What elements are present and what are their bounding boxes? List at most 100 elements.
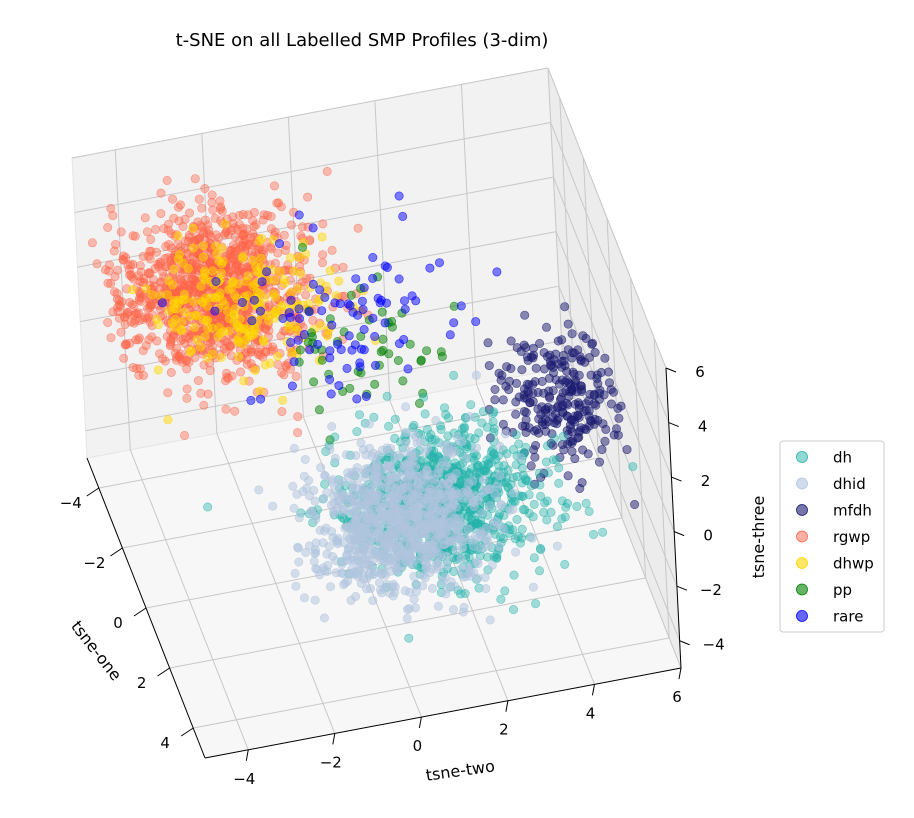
x-tick	[157, 667, 170, 677]
data-point-dhid	[400, 586, 410, 596]
data-point-rgwp	[222, 338, 232, 348]
z-tick	[673, 531, 685, 537]
data-point-dhid	[327, 527, 337, 537]
data-point-dhid	[424, 541, 434, 551]
data-point-rare	[313, 339, 323, 349]
data-point-mfdh	[511, 409, 521, 419]
data-point-mfdh	[541, 322, 551, 332]
data-point-mfdh	[609, 430, 619, 440]
data-point-rgwp	[210, 213, 220, 223]
y-tick	[418, 717, 422, 729]
y-tick	[678, 667, 682, 680]
data-point-dhwp	[173, 231, 183, 241]
data-point-dhid	[451, 545, 461, 555]
data-point-dhid	[439, 506, 449, 516]
data-point-dhid	[311, 548, 321, 558]
data-point-rare	[351, 274, 361, 284]
data-point-dhwp	[198, 315, 208, 325]
data-point-rare	[359, 324, 369, 334]
data-point-rare	[246, 395, 256, 405]
data-point-dh	[628, 462, 638, 472]
data-point-dhwp	[292, 325, 302, 335]
data-point-rgwp	[151, 224, 161, 234]
data-point-dh	[203, 502, 213, 512]
data-point-rare	[368, 273, 378, 283]
data-point-rgwp	[113, 306, 123, 316]
data-point-rgwp	[140, 213, 150, 223]
data-point-rgwp	[273, 198, 283, 208]
data-point-dh	[420, 409, 430, 419]
data-point-rgwp	[142, 227, 152, 237]
data-point-dh	[598, 527, 608, 537]
data-point-dhid	[395, 514, 405, 524]
data-point-rgwp	[197, 203, 207, 213]
data-point-rgwp	[200, 215, 210, 225]
data-point-rare	[294, 314, 304, 324]
data-point-rgwp	[261, 324, 271, 334]
data-point-dh	[581, 498, 591, 508]
x-tick-label: −2	[83, 554, 105, 572]
grid-line-x-wall	[653, 337, 670, 639]
data-point-pp	[377, 307, 387, 317]
data-point-mfdh	[533, 387, 543, 397]
data-point-rare	[157, 298, 167, 308]
data-point-rare	[434, 258, 444, 268]
data-point-rgwp	[286, 220, 296, 230]
data-point-rare	[425, 263, 435, 273]
data-point-mfdh	[531, 363, 541, 373]
data-point-dh	[558, 431, 568, 441]
data-point-dhwp	[192, 335, 202, 345]
x-tick	[180, 727, 194, 737]
z-tick	[679, 640, 690, 646]
data-point-rgwp	[317, 258, 327, 268]
data-point-mfdh	[483, 338, 493, 348]
data-point-rgwp	[141, 341, 151, 351]
data-point-dhwp	[275, 267, 285, 277]
data-point-dhwp	[168, 318, 178, 328]
data-point-rgwp	[120, 312, 130, 322]
data-point-dhwp	[278, 395, 288, 405]
data-point-rare	[347, 345, 357, 355]
data-point-dhid	[409, 571, 419, 581]
data-point-rare	[257, 277, 267, 287]
grid-line-z-side	[547, 67, 667, 369]
data-point-rgwp	[189, 275, 199, 285]
data-point-rgwp	[106, 278, 116, 288]
data-point-dh	[588, 529, 598, 539]
data-point-rare	[294, 304, 304, 314]
data-point-rgwp	[234, 210, 244, 220]
data-point-dh	[540, 498, 550, 508]
data-point-pp	[422, 346, 432, 356]
grid-line-x-floor	[98, 397, 575, 489]
data-point-dhid	[327, 421, 337, 431]
data-point-mfdh	[511, 397, 521, 407]
data-point-dhid	[469, 567, 479, 577]
data-point-dhid	[354, 565, 364, 575]
data-point-dhwp	[248, 255, 258, 265]
data-point-rgwp	[185, 208, 195, 218]
data-point-rgwp	[112, 265, 122, 275]
data-point-rgwp	[145, 246, 155, 256]
data-point-dh	[535, 480, 545, 490]
data-point-rgwp	[222, 368, 232, 378]
data-point-dhid	[290, 568, 300, 578]
data-point-pp	[345, 383, 355, 393]
data-point-dh	[572, 501, 582, 511]
data-point-mfdh	[578, 445, 588, 455]
data-point-dhid	[490, 489, 500, 499]
data-point-mfdh	[548, 386, 558, 396]
data-point-dh	[384, 421, 394, 431]
data-point-rare	[449, 318, 459, 328]
data-point-dhid	[446, 577, 456, 587]
data-point-dhid	[340, 523, 350, 533]
data-point-rgwp	[117, 297, 127, 307]
data-point-dhwp	[185, 311, 195, 321]
data-point-dhwp	[227, 283, 237, 293]
data-point-dhid	[433, 532, 443, 542]
data-point-rgwp	[238, 210, 248, 220]
data-point-rgwp	[171, 287, 181, 297]
data-point-rgwp	[193, 376, 203, 386]
data-point-dhwp	[239, 376, 249, 386]
data-point-rgwp	[211, 230, 221, 240]
data-point-mfdh	[542, 352, 552, 362]
